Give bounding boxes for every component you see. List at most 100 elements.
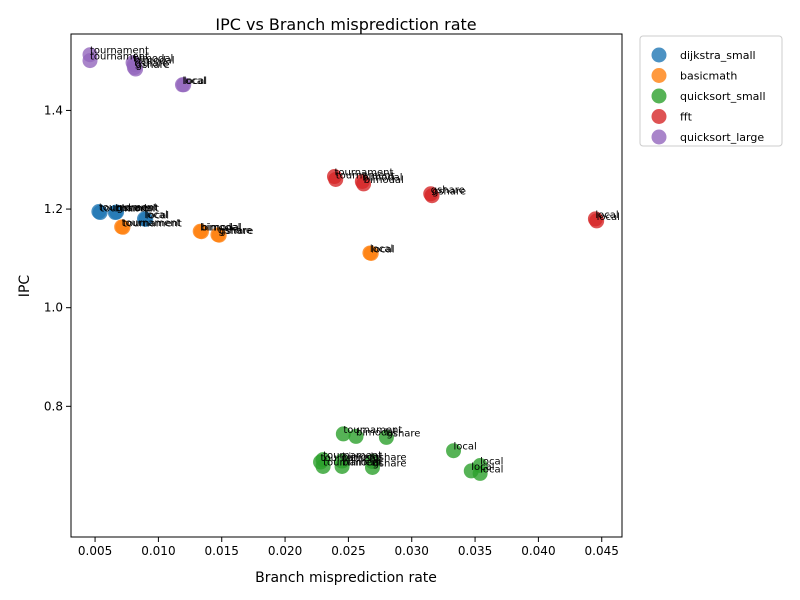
point-labels-layer: tournamenttournamentbimodalgsharelocallo… [90,46,620,476]
point-label: local [371,244,394,255]
data-point [193,224,209,240]
point-label: tournament [100,204,159,215]
x-tick-label: 0.010 [141,544,175,558]
point-label: tournament [321,453,380,464]
y-tick-label: 0.8 [44,399,63,413]
data-point [424,188,440,204]
data-point [176,77,192,93]
point-label: bimodal [200,222,240,233]
x-tick-label: 0.035 [458,544,492,558]
data-point [472,465,488,481]
point-label: local [480,464,503,475]
data-point [335,426,351,442]
y-tick-label: 1.2 [44,202,63,216]
legend-label: dijkstra_small [680,49,756,62]
data-point [378,429,394,445]
point-label: bimodal [115,204,155,215]
point-label: gshare [218,226,252,237]
point-label: local [471,462,494,473]
data-point [138,211,154,227]
point-label: local [184,76,207,87]
y-tick-label: 1.0 [44,301,63,315]
point-label: tournament [99,203,158,214]
x-axis: 0.005 0.010 0.015 0.020 0.025 0.030 0.035 0.040… [78,537,619,558]
data-point [82,53,98,69]
point-label: tournament [123,218,182,229]
point-label: gshare [219,226,253,237]
point-label: bimodal [134,56,174,67]
point-label: local [454,442,477,453]
point-label: gshare [386,428,420,439]
data-point [109,204,125,220]
legend-marker [651,88,667,104]
point-label: local [182,76,205,87]
x-tick-label: 0.015 [205,544,239,558]
point-label: tournament [323,457,382,468]
legend-label: basicmath [680,70,737,83]
y-tick-label: 1.4 [44,103,63,117]
point-label: bimodal [356,427,396,438]
point-label: local [597,212,620,223]
legend-marker [651,129,667,145]
data-point [92,205,108,221]
data-point [128,61,144,77]
point-label: gshare [432,187,466,198]
point-label: gshare [372,458,406,469]
x-tick-label: 0.040 [521,544,555,558]
x-tick-label: 0.030 [395,544,429,558]
point-label: tournament [122,218,181,229]
point-label: tournament [90,52,149,63]
point-label: local [370,244,393,255]
point-label: tournament [343,425,402,436]
legend-label: quicksort_large [680,131,764,144]
data-point [328,171,344,187]
data-point [363,245,379,261]
data-point [589,213,605,229]
chart-title: IPC vs Branch misprediction rate [215,15,476,34]
point-label: bimodal [362,172,402,183]
legend-marker [651,68,667,83]
point-label: local [595,210,618,221]
data-point [348,428,364,444]
point-label: bimodal [201,223,241,234]
point-label: gshare [117,203,151,214]
point-label: gshare [372,453,406,464]
legend-frame [639,35,783,147]
data-point [315,458,331,474]
points-layer [82,47,605,481]
data-point [446,443,462,459]
x-tick-label: 0.025 [331,544,365,558]
point-label: tournament [336,170,395,181]
x-tick-label: 0.020 [268,544,302,558]
data-point [334,458,350,474]
point-label: gshare [431,185,465,196]
data-point [356,176,372,192]
data-point [211,227,227,243]
data-point [364,459,380,475]
legend: dijkstra_small basicmath quicksort_smallff… [639,35,783,147]
x-tick-label: 0.045 [585,544,619,558]
point-label: bimodal [342,457,382,468]
point-label: gshare [134,59,168,70]
y-axis-label: IPC [17,275,33,298]
y-axis: 0.8 1.0 1.2 1.4 [44,103,71,413]
point-label: gshare [136,60,170,71]
point-label: bimodal [133,54,173,65]
point-label: tournament [90,46,149,57]
legend-marker [651,109,667,124]
data-point [115,219,131,235]
point-label: local [146,210,169,221]
plot-area-frame [70,33,623,538]
point-label: bimodal [342,452,382,463]
x-tick-label: 0.005 [78,544,112,558]
legend-label: fft [680,111,693,124]
point-label: tournament [334,168,393,179]
legend-label: quicksort_small [680,90,766,103]
point-label: bimodal [364,175,404,186]
point-label: local [144,210,167,221]
point-label: local [480,456,503,467]
legend-marker [651,47,667,63]
x-axis-label: Branch misprediction rate [255,570,437,586]
point-label: tournament [323,451,382,462]
